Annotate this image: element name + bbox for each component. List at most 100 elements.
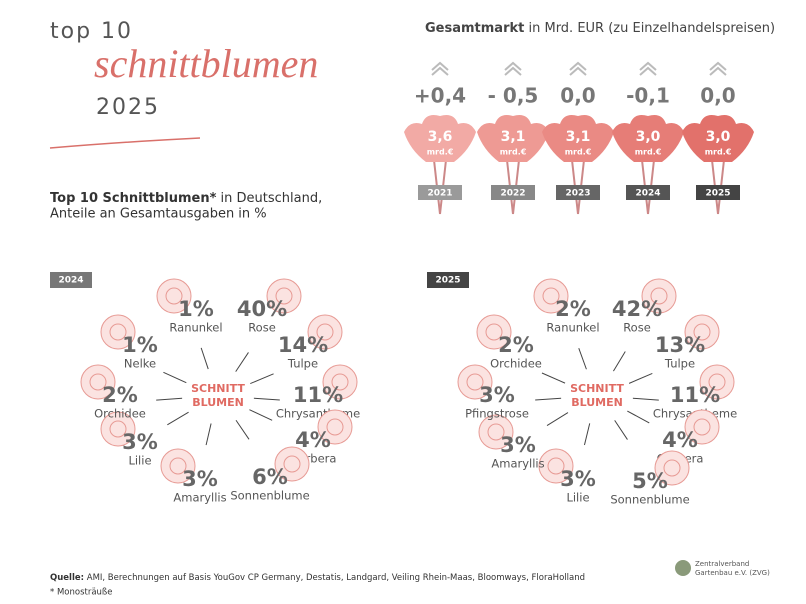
market-value: 3,1 — [566, 129, 591, 145]
flower-name: Nelke — [124, 357, 156, 371]
footer-source: Quelle: AMI, Berechnungen auf Basis YouG… — [50, 573, 585, 583]
flower-icon-inner — [693, 323, 711, 341]
flower-icon-inner — [109, 420, 127, 438]
ray — [627, 410, 650, 424]
subtitle-2: Anteile an Gesamtausgaben in % — [50, 207, 267, 222]
flower-icon-inner — [466, 373, 484, 391]
flower-pct: 1% — [178, 297, 214, 321]
ray — [632, 397, 659, 401]
ray — [614, 420, 628, 440]
ray — [535, 397, 562, 401]
flower-icon-inner — [169, 457, 187, 475]
header-year: 2025 — [96, 95, 160, 120]
logo-icon — [675, 560, 691, 576]
flower-pct: 3% — [500, 433, 536, 457]
flower-icon-inner — [547, 457, 565, 475]
ray — [205, 423, 212, 446]
year-badge — [491, 185, 535, 200]
market-change: - 0,5 — [488, 84, 539, 108]
year-badge — [418, 185, 462, 200]
panel-year: 2025 — [435, 276, 460, 286]
market-unit: mrd.€ — [635, 148, 662, 157]
flower-pct: 3% — [182, 467, 218, 491]
flower-icon-inner — [693, 418, 711, 436]
market-unit: mrd.€ — [500, 148, 527, 157]
flower-icon — [322, 364, 358, 400]
flower-icon-inner — [331, 373, 349, 391]
flower-pct: 42% — [612, 297, 662, 321]
flower-name: Amaryllis — [491, 457, 544, 471]
market-change: 0,0 — [700, 84, 735, 108]
flower-icon-inner — [283, 455, 301, 473]
flower-icon — [457, 364, 493, 400]
year-badge — [696, 185, 740, 200]
market-unit: mrd.€ — [565, 148, 592, 157]
flower-pct: 2% — [555, 297, 591, 321]
flower-icon — [274, 446, 310, 482]
flower-name: Amaryllis — [173, 491, 226, 505]
logo-line2: Gartenbau e.V. (ZVG) — [695, 569, 770, 577]
year-badge — [556, 185, 600, 200]
center-label: SCHNITT — [570, 382, 624, 395]
market-unit: mrd.€ — [705, 148, 732, 157]
market-title-rest: in Mrd. EUR (zu Einzelhandelspreisen) — [524, 21, 775, 36]
flower-icon-inner — [542, 287, 560, 305]
flower-icon — [317, 409, 353, 445]
header-stroke — [49, 137, 201, 149]
ray — [612, 351, 626, 372]
bouquet — [682, 115, 754, 162]
footer-source-rest: AMI, Berechnungen auf Basis YouGov CP Ge… — [84, 573, 585, 583]
ray — [253, 397, 280, 401]
flower-icon — [538, 448, 574, 484]
bouquet — [404, 115, 476, 162]
flower-icon — [266, 278, 302, 314]
flower-icon — [699, 364, 735, 400]
trend-icon — [639, 61, 657, 76]
market-change: +0,4 — [414, 84, 466, 108]
flower-pct: 13% — [655, 333, 705, 357]
flower-pct: 4% — [295, 428, 331, 452]
flower-pct: 6% — [252, 465, 288, 489]
flower-icon-inner — [663, 459, 681, 477]
flower-icon — [80, 364, 116, 400]
market-year: 2022 — [500, 189, 525, 199]
panel-year: 2024 — [58, 276, 83, 286]
ray — [578, 348, 587, 370]
flower-name: Orchidee — [94, 407, 146, 421]
subtitle-rest: in Deutschland, — [216, 191, 322, 206]
subtitle-1: Top 10 Schnittblumen* in Deutschland, — [50, 191, 322, 206]
flower-name: Orchidee — [490, 357, 542, 371]
flower-icon-inner — [275, 287, 293, 305]
ray — [235, 352, 249, 372]
flower-pct: 11% — [670, 383, 720, 407]
flower-name: Sonnenblume — [610, 493, 689, 507]
ray — [235, 419, 250, 440]
panel-badge — [427, 272, 469, 288]
flower-pct: 14% — [278, 333, 328, 357]
flower-name: Lilie — [128, 454, 151, 468]
flower-pct: 2% — [498, 333, 534, 357]
flower-pct: 3% — [122, 430, 158, 454]
header-line1: top 10 — [50, 19, 133, 44]
panel-badge — [50, 272, 92, 288]
flower-icon — [156, 278, 192, 314]
flower-name: Ranunkel — [546, 321, 599, 335]
flower-icon — [641, 278, 677, 314]
market-year: 2023 — [565, 189, 590, 199]
trend-icon — [431, 61, 449, 76]
flower-icon — [476, 314, 512, 350]
market-change: -0,1 — [626, 84, 670, 108]
flower-pct: 40% — [237, 297, 287, 321]
flower-icon — [100, 314, 136, 350]
year-badge — [626, 185, 670, 200]
market-year: 2024 — [635, 189, 660, 199]
bouquet — [612, 115, 684, 162]
subtitle-bold: Top 10 Schnittblumen* — [50, 191, 217, 206]
flower-icon — [654, 450, 690, 486]
bouquet — [542, 115, 614, 162]
flower-pct: 4% — [662, 428, 698, 452]
ray — [583, 423, 591, 446]
flower-icon-inner — [650, 287, 668, 305]
